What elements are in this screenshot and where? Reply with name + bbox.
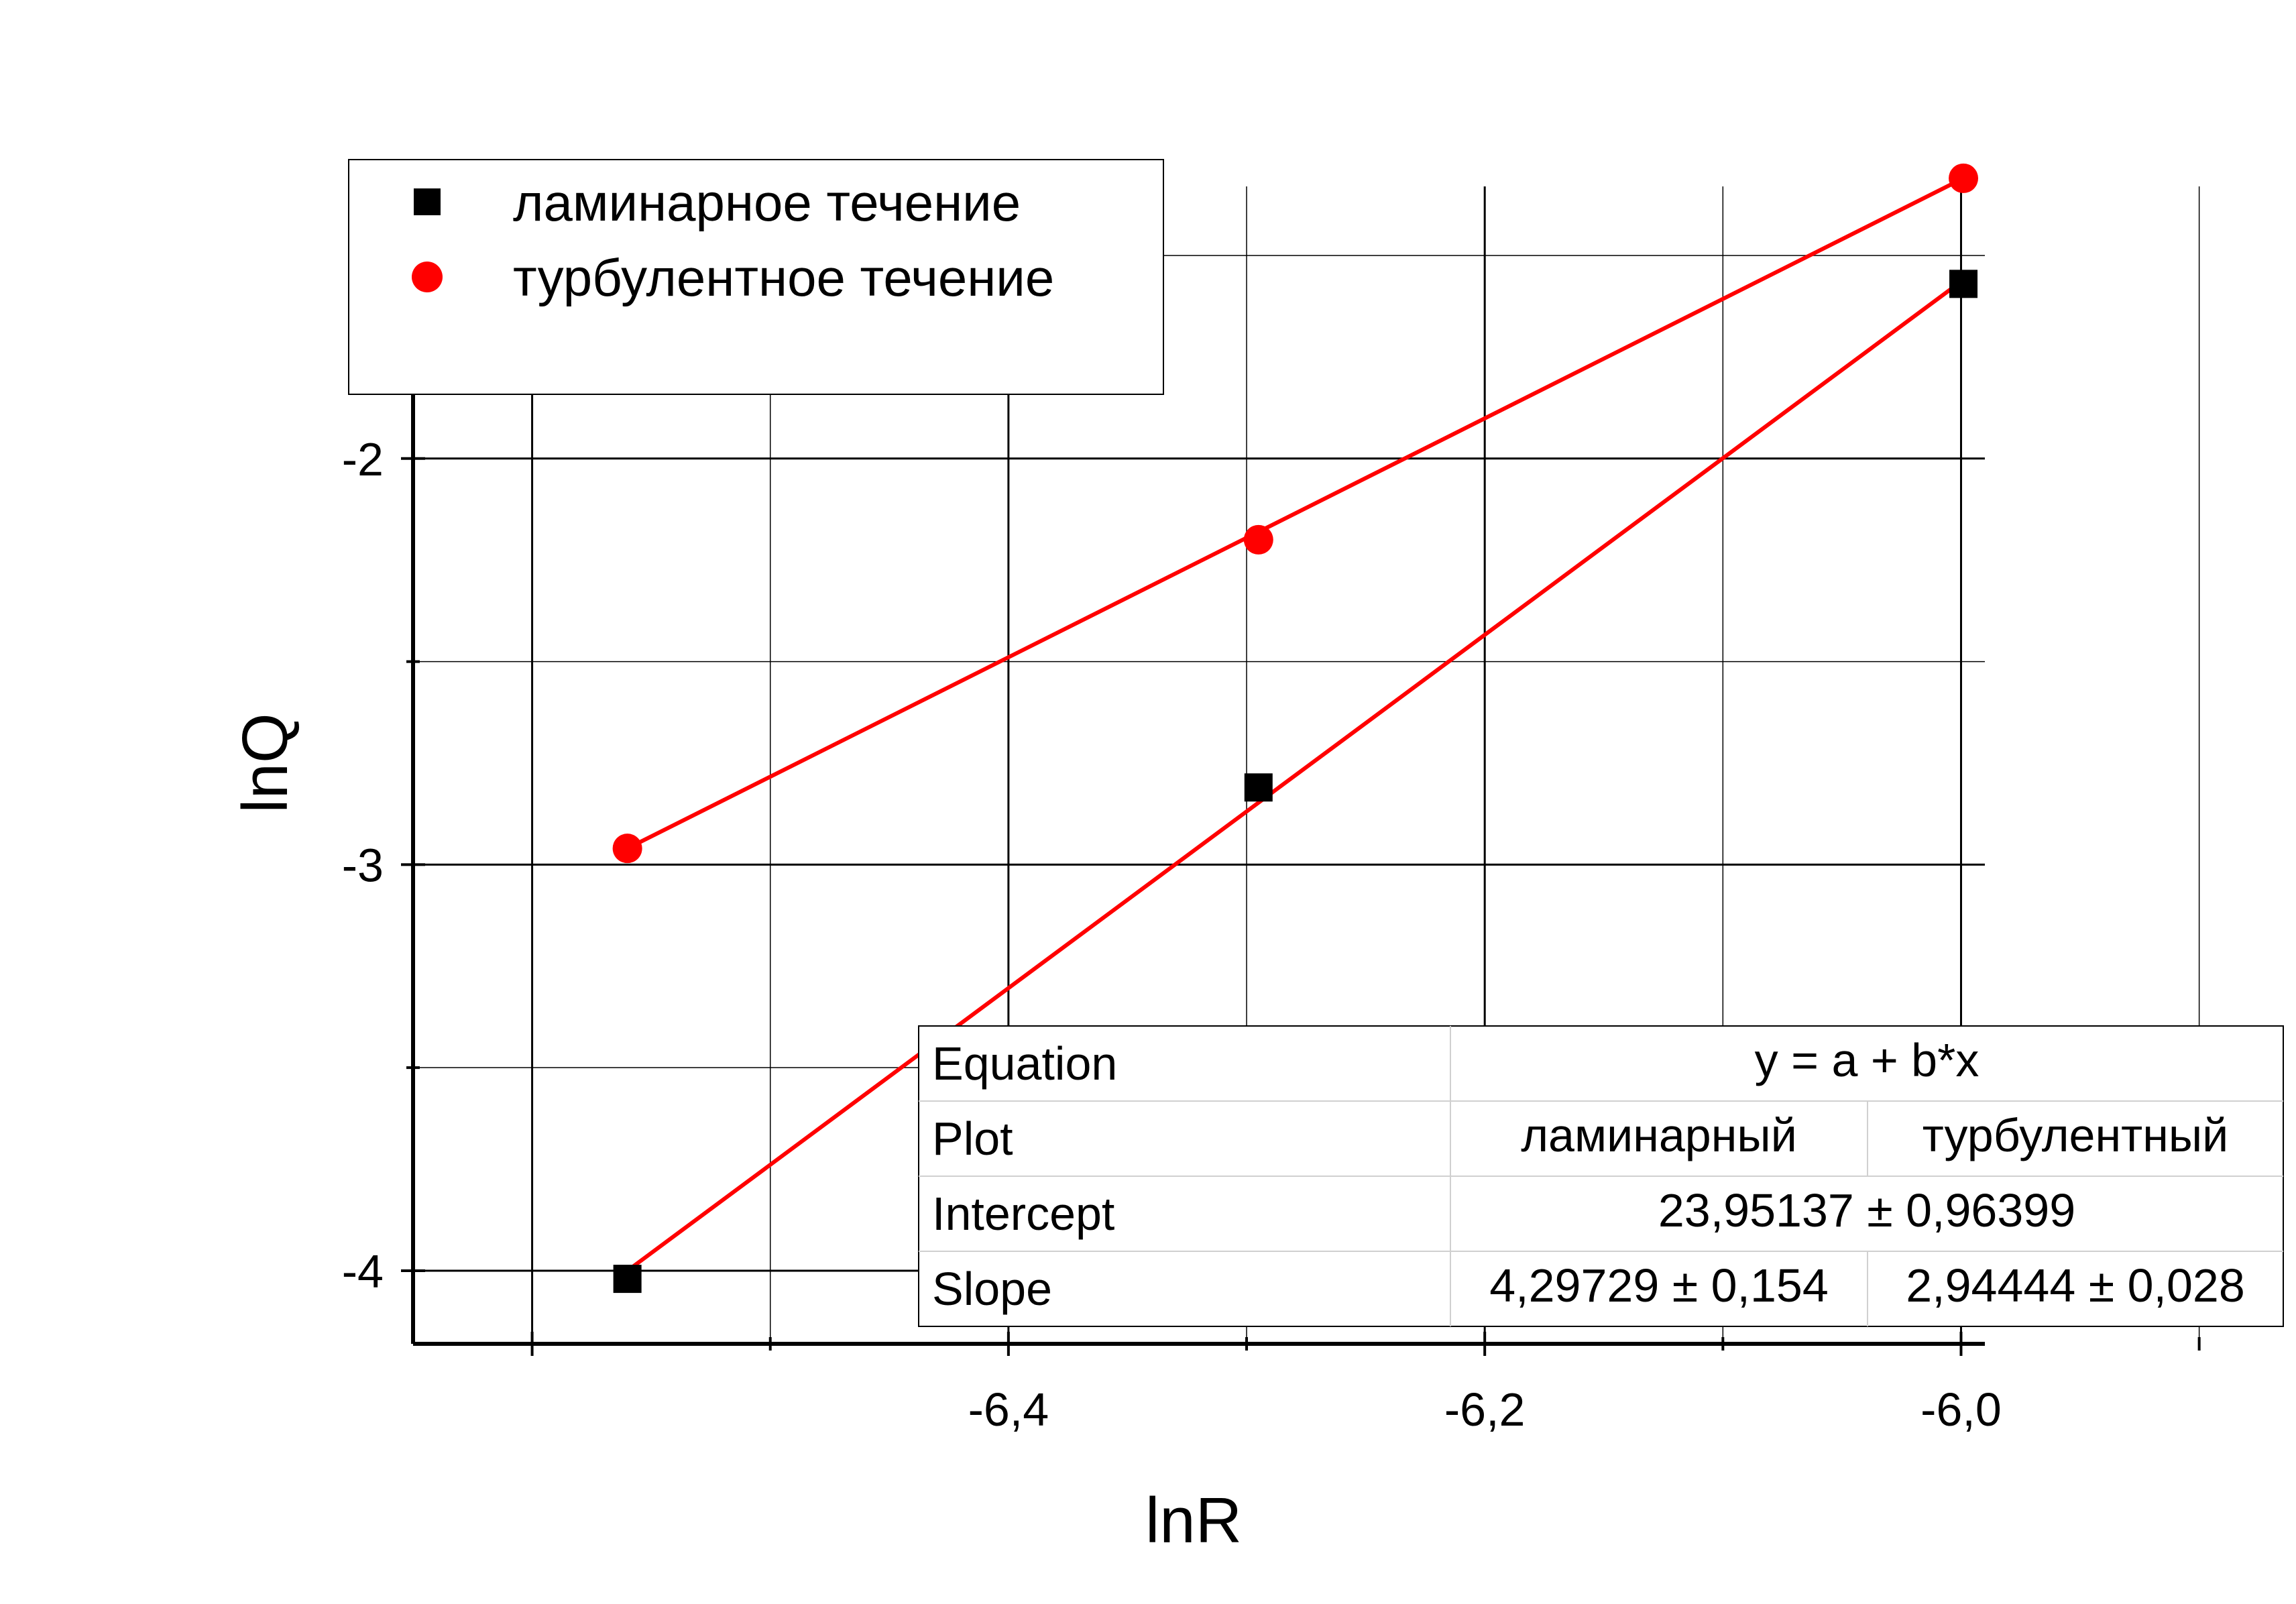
fit-lines bbox=[626, 176, 1965, 1273]
x-tick-label: -6,2 bbox=[1444, 1383, 1526, 1436]
fit-table-plot-turbulent: турбулентный bbox=[1922, 1109, 2229, 1161]
data-point-laminar bbox=[613, 1265, 642, 1294]
fit-table-label-equation: Equation bbox=[932, 1037, 1117, 1090]
data-point-turbulent bbox=[612, 834, 642, 864]
y-axis-title: lnQ bbox=[229, 713, 301, 813]
data-point-turbulent bbox=[1949, 163, 1979, 193]
legend-marker-turbulent bbox=[412, 262, 443, 292]
legend: ламинарное течение турбулентное течение bbox=[348, 159, 1164, 395]
fit-table-slope-laminar: 4,29729 ± 0,154 bbox=[1489, 1259, 1829, 1312]
fit-table-equation-value: y = a + b*x bbox=[1755, 1034, 1979, 1086]
x-tick-label: -6,0 bbox=[1920, 1383, 2002, 1436]
legend-box bbox=[348, 159, 1164, 395]
fit-table-label-plot: Plot bbox=[932, 1112, 1013, 1165]
legend-marker-laminar bbox=[414, 188, 441, 215]
fit-table-plot-laminar: ламинарный bbox=[1521, 1109, 1797, 1161]
x-tick-label: -6,4 bbox=[968, 1383, 1049, 1436]
x-axis-title: lnR bbox=[1145, 1485, 1242, 1556]
fit-line-laminar bbox=[626, 278, 1965, 1273]
fit-results-table: Equation y = a + b*x Plot ламинарный тур… bbox=[918, 1025, 2284, 1327]
fit-table-slope-turbulent: 2,94444 ± 0,028 bbox=[1906, 1259, 2245, 1312]
data-point-laminar bbox=[1949, 270, 1978, 298]
y-tick-label: -3 bbox=[342, 839, 384, 891]
tick-labels: -6,4 -6,2 -6,0 -2 -3 -4 bbox=[342, 433, 2002, 1436]
data-markers bbox=[612, 163, 1979, 1294]
y-tick-label: -4 bbox=[342, 1245, 384, 1298]
y-tick-label: -2 bbox=[342, 433, 384, 485]
fit-table-intercept-value: 23,95137 ± 0,96399 bbox=[1658, 1184, 2075, 1237]
fit-table-label-slope: Slope bbox=[932, 1263, 1052, 1315]
data-point-laminar bbox=[1244, 773, 1273, 802]
legend-label-laminar: ламинарное течение bbox=[513, 173, 1021, 232]
fit-line-turbulent bbox=[626, 176, 1965, 850]
fit-table-label-intercept: Intercept bbox=[932, 1188, 1114, 1240]
data-point-turbulent bbox=[1243, 524, 1273, 555]
legend-label-turbulent: турбулентное течение bbox=[513, 248, 1054, 307]
